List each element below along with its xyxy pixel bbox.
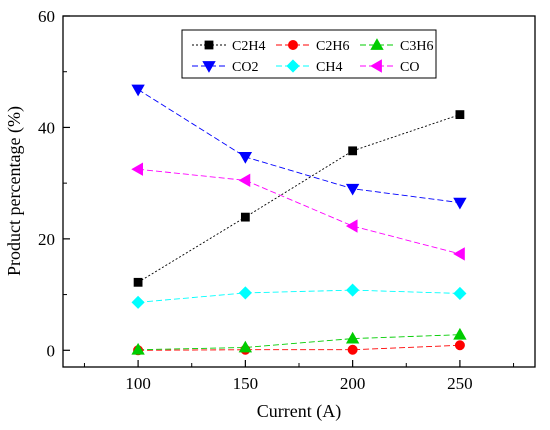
series-line-c2h6 — [138, 344, 460, 351]
legend-label: CO2 — [232, 60, 258, 75]
data-point-c2h4 — [455, 110, 465, 120]
series-lines — [137, 89, 461, 351]
legend-marker — [204, 40, 214, 50]
x-tick-label: 100 — [125, 374, 151, 393]
legend-marker — [287, 40, 298, 51]
y-tick-label: 60 — [38, 7, 55, 26]
axis-ticks: 0 20 40 60 100 150 200 250 — [38, 7, 515, 393]
data-point-c3h6 — [238, 340, 253, 353]
legend-marker — [202, 61, 216, 73]
x-axis-title: Current (A) — [257, 401, 341, 422]
y-tick-label: 0 — [47, 341, 56, 360]
legend-label: C2H4 — [232, 39, 265, 54]
data-point-co — [131, 162, 143, 176]
series-line-co2 — [137, 89, 460, 204]
data-point-co2 — [238, 152, 253, 164]
y-tick-label: 20 — [38, 230, 55, 249]
legend-marker — [370, 38, 384, 50]
y-tick-label: 40 — [38, 118, 55, 137]
series-line-c2h4 — [137, 114, 461, 283]
data-point-co2 — [345, 183, 360, 196]
series-line-ch4 — [138, 289, 460, 303]
data-point-ch4 — [346, 283, 360, 297]
legend-marker — [370, 59, 382, 73]
legend-label: C3H6 — [400, 39, 433, 54]
data-point-c2h4 — [133, 277, 143, 287]
data-point-ch4 — [131, 295, 145, 309]
legend-label: CO — [400, 60, 419, 75]
data-point-c2h4 — [348, 146, 358, 156]
data-point-c2h4 — [240, 212, 250, 222]
x-tick-label: 200 — [340, 374, 366, 393]
data-point-co2 — [453, 197, 467, 210]
data-point-c3h6 — [345, 331, 360, 344]
data-point-co — [453, 247, 465, 261]
y-axis-title: Product percentage (%) — [4, 106, 25, 276]
legend: C2H4 C2H6 C3H6 CO2 CH4 CO — [181, 29, 437, 79]
data-point-ch4 — [453, 286, 467, 301]
data-point-c3h6 — [453, 327, 467, 340]
series-markers — [131, 84, 467, 356]
x-tick-label: 150 — [233, 374, 259, 393]
data-point-c3h6 — [131, 342, 145, 355]
data-point-co — [345, 219, 358, 233]
legend-box — [181, 29, 437, 79]
legend-marker — [286, 59, 300, 73]
data-point-c2h6 — [454, 340, 465, 351]
data-point-co — [238, 173, 251, 188]
legend-label: CH4 — [316, 60, 342, 75]
data-point-c2h6 — [347, 344, 358, 355]
data-point-ch4 — [238, 286, 252, 300]
series-line-co — [138, 168, 461, 255]
data-point-co2 — [131, 84, 145, 97]
x-tick-label: 250 — [447, 374, 473, 393]
legend-label: C2H6 — [316, 39, 349, 54]
